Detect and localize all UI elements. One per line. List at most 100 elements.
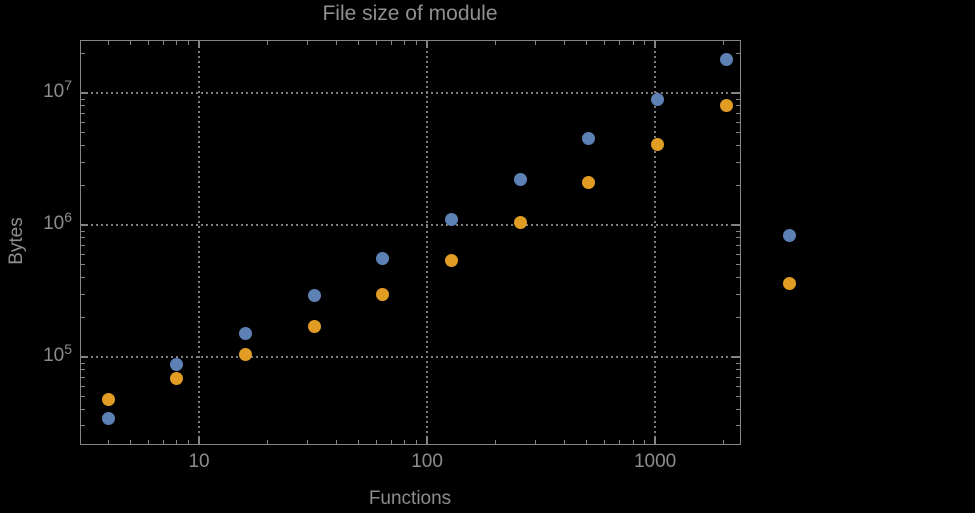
x-tick xyxy=(375,439,377,444)
y-tick xyxy=(735,244,740,246)
x-tick xyxy=(357,40,359,45)
y-gridline xyxy=(80,92,740,95)
data-point-series-1-blue xyxy=(719,53,733,67)
x-tick xyxy=(188,40,190,45)
x-tick xyxy=(129,439,131,444)
y-tick xyxy=(80,376,85,378)
y-tick xyxy=(80,112,85,114)
y-tick xyxy=(735,369,740,371)
y-tick xyxy=(80,425,85,427)
y-tick xyxy=(735,105,740,107)
x-tick xyxy=(147,40,149,45)
y-tick xyxy=(80,264,85,266)
y-gridline xyxy=(80,355,740,358)
x-tick xyxy=(563,439,565,444)
data-point-series-2-orange xyxy=(376,287,390,301)
data-point-series-2-orange xyxy=(582,175,596,189)
x-tick-label: 10 xyxy=(188,450,210,472)
y-tick xyxy=(80,237,85,239)
plot-title: File size of module xyxy=(322,2,498,25)
y-tick xyxy=(80,356,88,358)
x-tick xyxy=(535,40,537,45)
x-tick xyxy=(495,40,497,45)
data-point-series-1-blue xyxy=(239,327,253,341)
y-tick xyxy=(735,264,740,266)
x-tick xyxy=(147,439,149,444)
data-point-series-2-orange xyxy=(650,137,664,151)
y-tick xyxy=(735,277,740,279)
y-tick xyxy=(735,408,740,410)
x-tick xyxy=(267,40,269,45)
y-tick xyxy=(735,293,740,295)
x-gridline xyxy=(198,40,201,444)
y-tick xyxy=(735,362,740,364)
x-tick xyxy=(404,40,406,45)
y-tick xyxy=(735,98,740,100)
x-tick xyxy=(267,439,269,444)
y-tick xyxy=(732,356,740,358)
y-tick xyxy=(735,253,740,255)
y-tick xyxy=(80,253,85,255)
x-tick xyxy=(563,40,565,45)
x-tick xyxy=(335,439,337,444)
x-tick xyxy=(307,439,309,444)
x-tick xyxy=(426,436,428,444)
data-point-series-1-blue xyxy=(650,93,664,107)
y-tick xyxy=(732,224,740,226)
data-point-series-2-orange xyxy=(445,253,459,267)
x-tick xyxy=(654,436,656,444)
x-tick xyxy=(107,439,109,444)
x-tick xyxy=(604,40,606,45)
y-tick xyxy=(735,145,740,147)
x-tick xyxy=(495,439,497,444)
x-tick xyxy=(176,40,178,45)
data-point-series-1-blue xyxy=(170,357,184,371)
x-tick xyxy=(107,40,109,45)
y-tick xyxy=(735,112,740,114)
y-tick xyxy=(735,132,740,134)
y-tick xyxy=(732,92,740,94)
data-point-series-2-orange xyxy=(307,320,321,334)
y-tick xyxy=(80,369,85,371)
y-tick-label: 105 xyxy=(43,340,72,367)
x-tick xyxy=(163,439,165,444)
y-tick xyxy=(80,224,88,226)
data-point-series-1-blue xyxy=(101,412,115,426)
x-tick xyxy=(307,40,309,45)
y-axis-label: Bytes xyxy=(6,217,27,265)
x-tick-label: 1000 xyxy=(633,450,677,472)
x-tick xyxy=(163,40,165,45)
y-tick xyxy=(735,376,740,378)
x-tick xyxy=(723,40,725,45)
x-tick xyxy=(391,439,393,444)
data-point-series-2-orange xyxy=(101,392,115,406)
x-tick xyxy=(644,40,646,45)
data-point-series-1-blue xyxy=(307,289,321,303)
x-tick xyxy=(357,439,359,444)
data-point-series-1-blue xyxy=(376,251,390,265)
y-tick xyxy=(80,293,85,295)
x-tick xyxy=(176,439,178,444)
x-tick xyxy=(654,40,656,48)
y-gridline xyxy=(80,223,740,226)
x-tick xyxy=(375,40,377,45)
x-tick xyxy=(585,40,587,45)
x-tick-label: 100 xyxy=(411,450,443,472)
y-tick xyxy=(80,362,85,364)
y-tick xyxy=(735,385,740,387)
y-tick xyxy=(80,385,85,387)
x-tick xyxy=(723,439,725,444)
x-tick xyxy=(632,40,634,45)
y-tick xyxy=(735,396,740,398)
y-tick xyxy=(80,184,85,186)
data-point-series-2-orange xyxy=(719,98,733,112)
data-point-series-1-blue xyxy=(582,132,596,146)
y-tick xyxy=(735,230,740,232)
x-tick xyxy=(198,436,200,444)
x-tick xyxy=(632,439,634,444)
x-tick xyxy=(644,439,646,444)
x-tick xyxy=(416,439,418,444)
x-tick xyxy=(335,40,337,45)
y-tick xyxy=(80,230,85,232)
plot-frame xyxy=(80,40,741,445)
